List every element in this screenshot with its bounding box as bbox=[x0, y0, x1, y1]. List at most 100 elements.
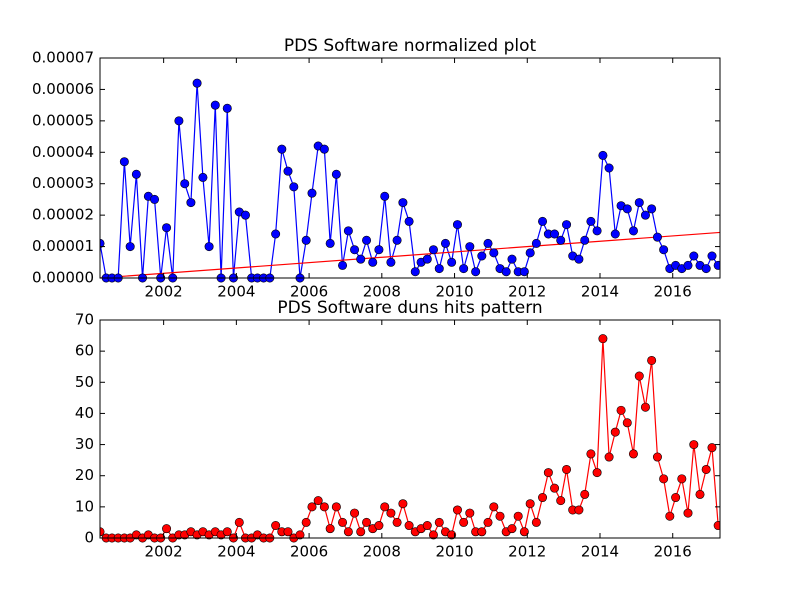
data-point bbox=[640, 210, 650, 220]
data-point bbox=[174, 116, 184, 126]
data-point bbox=[659, 474, 669, 484]
data-point bbox=[459, 264, 469, 274]
data-point bbox=[574, 505, 584, 515]
data-point bbox=[301, 517, 311, 527]
data-point bbox=[398, 198, 408, 208]
data-point bbox=[477, 251, 487, 261]
data-point bbox=[162, 524, 172, 534]
y-tick-label: 0 bbox=[84, 529, 94, 547]
data-point bbox=[610, 427, 620, 437]
data-point bbox=[689, 251, 699, 261]
y-tick-label: 0.00005 bbox=[32, 111, 94, 129]
data-point bbox=[392, 235, 402, 245]
data-point bbox=[452, 505, 462, 515]
data-point bbox=[362, 235, 372, 245]
data-line bbox=[100, 83, 719, 279]
data-point bbox=[647, 355, 657, 365]
y-tick-label: 50 bbox=[75, 373, 94, 391]
data-point bbox=[234, 517, 244, 527]
data-point bbox=[301, 235, 311, 245]
data-point bbox=[343, 527, 353, 537]
data-point bbox=[289, 182, 299, 192]
x-tick-label: 2014 bbox=[581, 543, 619, 561]
y-tick-label: 10 bbox=[75, 497, 94, 515]
data-point bbox=[452, 220, 462, 230]
data-point bbox=[489, 502, 499, 512]
data-point bbox=[447, 257, 457, 267]
data-point bbox=[307, 188, 317, 198]
data-point bbox=[125, 242, 135, 252]
x-tick-label: 2002 bbox=[145, 283, 183, 301]
x-tick-label: 2006 bbox=[290, 283, 328, 301]
data-point bbox=[283, 166, 293, 176]
data-point bbox=[271, 521, 281, 531]
data-point bbox=[713, 521, 720, 531]
data-point bbox=[556, 496, 566, 506]
data-point bbox=[404, 521, 414, 531]
data-point bbox=[640, 402, 650, 412]
data-point bbox=[331, 169, 341, 179]
data-point bbox=[380, 191, 390, 201]
data-point bbox=[428, 245, 438, 255]
x-tick-label: 2012 bbox=[508, 543, 546, 561]
data-point bbox=[610, 229, 620, 239]
data-point bbox=[277, 144, 287, 154]
data-point bbox=[131, 169, 141, 179]
data-point bbox=[350, 245, 360, 255]
data-point bbox=[447, 530, 457, 540]
data-point bbox=[525, 248, 535, 258]
data-point bbox=[652, 232, 662, 242]
data-point bbox=[677, 474, 687, 484]
y-tick-label: 20 bbox=[75, 466, 94, 484]
data-point bbox=[434, 264, 444, 274]
data-point bbox=[338, 260, 348, 270]
data-point bbox=[222, 527, 232, 537]
data-point bbox=[271, 229, 281, 239]
data-point bbox=[362, 517, 372, 527]
data-point bbox=[343, 226, 353, 236]
data-point bbox=[562, 220, 572, 230]
data-point bbox=[192, 78, 202, 88]
data-point bbox=[374, 521, 384, 531]
y-tick-label: 0.00001 bbox=[32, 237, 94, 255]
x-tick-label: 2016 bbox=[654, 283, 692, 301]
data-line bbox=[100, 338, 719, 540]
data-point bbox=[707, 443, 717, 453]
data-point bbox=[622, 418, 632, 428]
data-point bbox=[586, 216, 596, 226]
data-point bbox=[683, 508, 693, 518]
data-point bbox=[477, 527, 487, 537]
y-tick-label: 0.00003 bbox=[32, 174, 94, 192]
x-tick-label: 2006 bbox=[290, 543, 328, 561]
data-point bbox=[659, 245, 669, 255]
x-tick-label: 2002 bbox=[145, 543, 183, 561]
data-point bbox=[319, 502, 329, 512]
data-point bbox=[574, 254, 584, 264]
data-point bbox=[204, 242, 214, 252]
data-point bbox=[683, 260, 693, 270]
data-point bbox=[538, 216, 548, 226]
data-point bbox=[483, 517, 493, 527]
data-point bbox=[665, 511, 675, 521]
data-point bbox=[150, 194, 160, 204]
data-point bbox=[386, 508, 396, 518]
data-point bbox=[398, 499, 408, 509]
data-point bbox=[374, 245, 384, 255]
y-tick-label: 0.00002 bbox=[32, 206, 94, 224]
data-point bbox=[562, 464, 572, 474]
data-point bbox=[440, 238, 450, 248]
axes-frame bbox=[99, 319, 721, 539]
trend-line bbox=[100, 231, 720, 279]
chart-title: PDS Software normalized plot bbox=[284, 36, 537, 56]
data-point bbox=[628, 226, 638, 236]
data-point bbox=[519, 527, 529, 537]
data-point bbox=[634, 198, 644, 208]
x-tick-label: 2014 bbox=[581, 283, 619, 301]
data-point bbox=[210, 100, 220, 110]
data-point bbox=[592, 468, 602, 478]
data-point bbox=[483, 238, 493, 248]
data-point bbox=[307, 502, 317, 512]
data-point bbox=[604, 163, 614, 173]
data-point bbox=[338, 517, 348, 527]
